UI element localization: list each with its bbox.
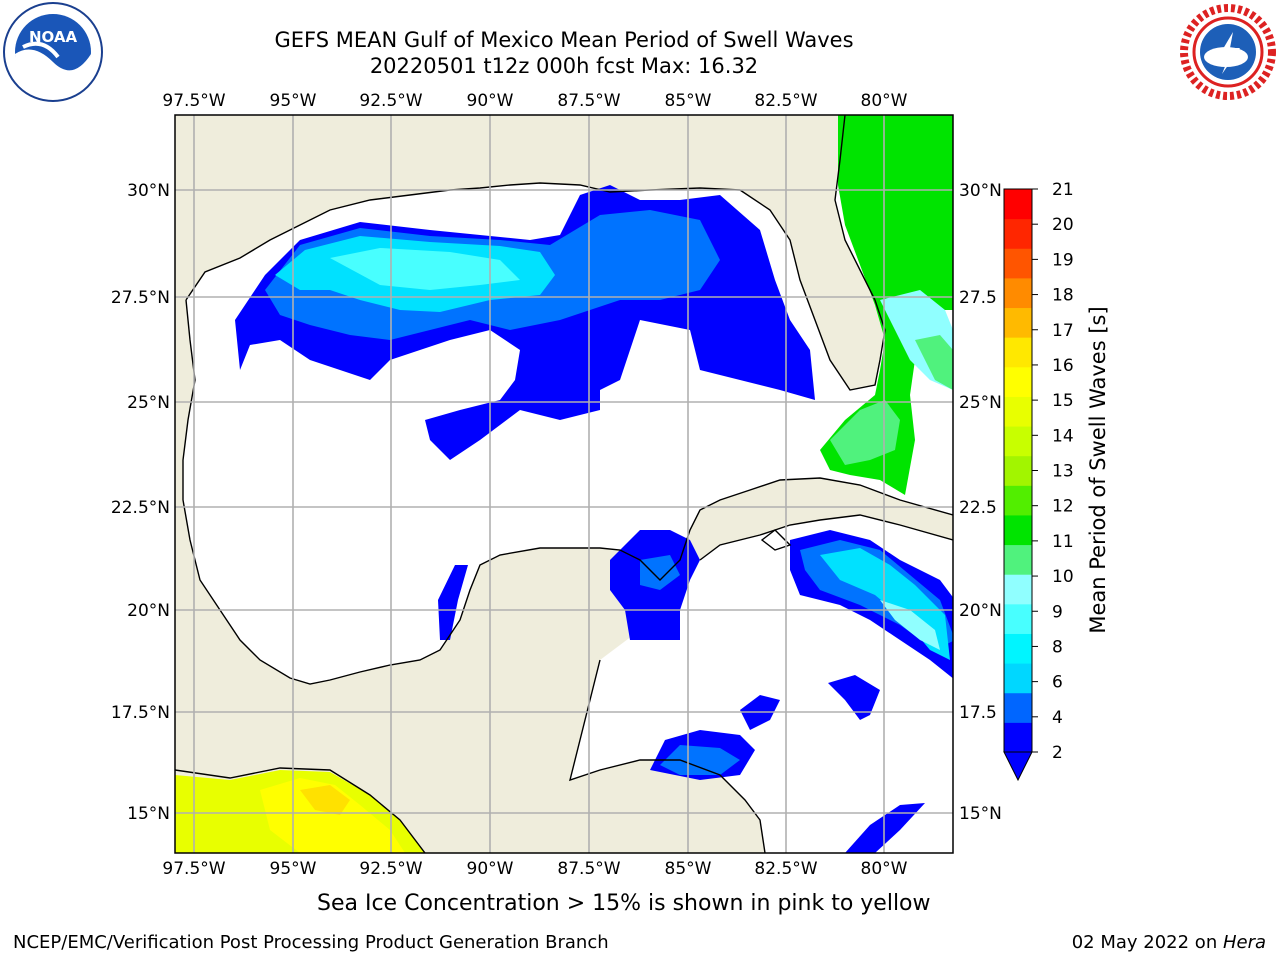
footer-date-text: 02 May 2022 on: [1071, 932, 1223, 953]
colorbar-swatch: [1004, 485, 1032, 516]
sea-ice-caption: Sea Ice Concentration > 15% is shown in …: [317, 891, 931, 916]
lon-label-top: 92.5°W: [359, 91, 422, 111]
swell-region-16-17-pacific: [300, 785, 350, 815]
colorbar-tick-label: 13: [1052, 462, 1074, 482]
lon-label-bottom: 80°W: [861, 859, 908, 879]
colorbar-swatch: [1004, 692, 1032, 723]
colorbar-tick-label: 6: [1052, 673, 1063, 693]
lat-label-right: 30°N: [959, 181, 1002, 201]
lat-label-left: 17.5°N: [111, 703, 170, 723]
nws-logo: [1180, 4, 1276, 100]
colorbar-swatch: [1004, 307, 1032, 338]
lat-labels-left: 30°N 27.5°N 25°N 22.5°N 20°N 17.5°N 15°N: [111, 181, 170, 824]
colorbar-swatch: [1004, 633, 1032, 664]
lat-labels-right: 30°N 27.5 25°N 22.5 20°N 17.5 15°N: [959, 181, 1002, 824]
colorbar-swatch: [1004, 663, 1032, 694]
lat-label-left: 22.5°N: [111, 498, 170, 518]
colorbar-tick-label: 11: [1052, 532, 1074, 552]
colorbar-swatch: [1004, 337, 1032, 368]
colorbar-tick-label: 8: [1052, 637, 1063, 657]
colorbar-tick-label: 2: [1052, 743, 1063, 763]
colorbar-swatch: [1004, 603, 1032, 634]
lon-label-top: 90°W: [467, 91, 514, 111]
swell-region-2-4-west-gulf: [438, 565, 468, 640]
lon-label-top: 97.5°W: [162, 91, 225, 111]
lat-label-right: 17.5: [959, 703, 997, 723]
lat-label-right: 20°N: [959, 601, 1002, 621]
swell-region-4-6-yucatan-channel: [640, 555, 680, 590]
lat-label-right: 22.5: [959, 498, 997, 518]
lon-label-bottom: 85°W: [665, 859, 712, 879]
swell-region-9-10-florida-straits: [830, 400, 900, 465]
colorbar-swatch: [1004, 189, 1032, 220]
colorbar-swatch: [1004, 248, 1032, 279]
lon-labels-top: 97.5°W 95°W 92.5°W 90°W 87.5°W 85°W 82.5°W 80°W: [162, 91, 907, 111]
colorbar-swatch: [1004, 366, 1032, 397]
graticule: [175, 115, 953, 853]
colorbar-tick-label: 16: [1052, 356, 1074, 376]
swell-region-8-9-north-gulf: [330, 248, 520, 290]
lon-label-bottom: 90°W: [467, 859, 514, 879]
colorbar-swatch: [1004, 426, 1032, 457]
chart-title: GEFS MEAN Gulf of Mexico Mean Period of …: [274, 28, 854, 52]
footer-date: 02 May 2022 on Hera: [1072, 932, 1266, 953]
lon-label-bottom: 95°W: [270, 859, 317, 879]
lon-label-bottom: 82.5°W: [754, 859, 817, 879]
swell-region-15-16-pacific: [260, 778, 405, 853]
coastlines: [175, 115, 953, 853]
lon-label-bottom: 92.5°W: [359, 859, 422, 879]
swell-region-9-10-bahamas: [915, 335, 953, 390]
colorbar-tick-label: 20: [1052, 215, 1074, 235]
lat-label-left: 27.5°N: [111, 288, 170, 308]
lon-label-top: 87.5°W: [557, 91, 620, 111]
lat-label-left: 25°N: [127, 393, 170, 413]
swell-region-4-6-honduras: [660, 745, 740, 775]
colorbar-label: Mean Period of Swell Waves [s]: [1086, 306, 1110, 633]
colorbar-tick-label: 14: [1052, 426, 1074, 446]
lat-label-right: 25°N: [959, 393, 1002, 413]
colorbar-swatch: [1004, 396, 1032, 427]
lat-label-left: 15°N: [127, 804, 170, 824]
colorbar: 2 4 6 8 9 10 11 12 13 14 15 16 17 18 19 20 21: [1003, 180, 1074, 782]
lon-label-top: 80°W: [861, 91, 908, 111]
colorbar-swatch: [1004, 277, 1032, 309]
colorbar-swatch: [1004, 455, 1032, 486]
swell-region-2-4-jamaica: [828, 675, 880, 720]
colorbar-tick-label: 4: [1052, 708, 1063, 728]
colorbar-swatch: [1004, 574, 1032, 605]
lon-label-bottom: 87.5°W: [557, 859, 620, 879]
lat-label-left: 30°N: [127, 181, 170, 201]
swell-period-field: [175, 115, 953, 853]
colorbar-tick-label: 15: [1052, 391, 1074, 411]
chart-subtitle: 20220501 t12z 000h fcst Max: 16.32: [369, 54, 759, 78]
lon-labels-bottom: 97.5°W 95°W 92.5°W 90°W 87.5°W 85°W 82.5°W 80°W: [162, 859, 907, 879]
colorbar-tick-label: 21: [1052, 180, 1074, 200]
colorbar-swatch: [1004, 722, 1032, 753]
lon-label-bottom: 97.5°W: [162, 859, 225, 879]
footer-credit: NCEP/EMC/Verification Post Processing Pr…: [13, 932, 609, 953]
footer-host: Hera: [1222, 932, 1266, 953]
colorbar-tick-label: 17: [1052, 321, 1074, 341]
lon-label-top: 95°W: [270, 91, 317, 111]
colorbar-swatch: [1004, 218, 1032, 249]
lon-label-top: 85°W: [665, 91, 712, 111]
lon-label-top: 82.5°W: [754, 91, 817, 111]
noaa-logo: NOAA: [3, 2, 103, 102]
colorbar-tick-label: 12: [1052, 497, 1074, 517]
colorbar-swatch: [1004, 514, 1032, 546]
map-frame: [174, 114, 954, 854]
svg-text:NOAA: NOAA: [29, 28, 78, 46]
colorbar-tick-label: 19: [1052, 250, 1074, 270]
colorbar-tick-label: 10: [1052, 567, 1074, 587]
lat-label-right: 15°N: [959, 804, 1002, 824]
lat-label-left: 20°N: [127, 601, 170, 621]
colorbar-swatch: [1004, 544, 1032, 575]
swell-region-8-9-caribbean: [880, 600, 940, 650]
lat-label-right: 27.5: [959, 288, 997, 308]
swell-region-2-4-south-caribbean: [845, 803, 925, 853]
colorbar-tick-label: 18: [1052, 286, 1074, 306]
colorbar-tick-label: 9: [1052, 602, 1063, 622]
colorbar-under-arrow: [1003, 751, 1033, 782]
